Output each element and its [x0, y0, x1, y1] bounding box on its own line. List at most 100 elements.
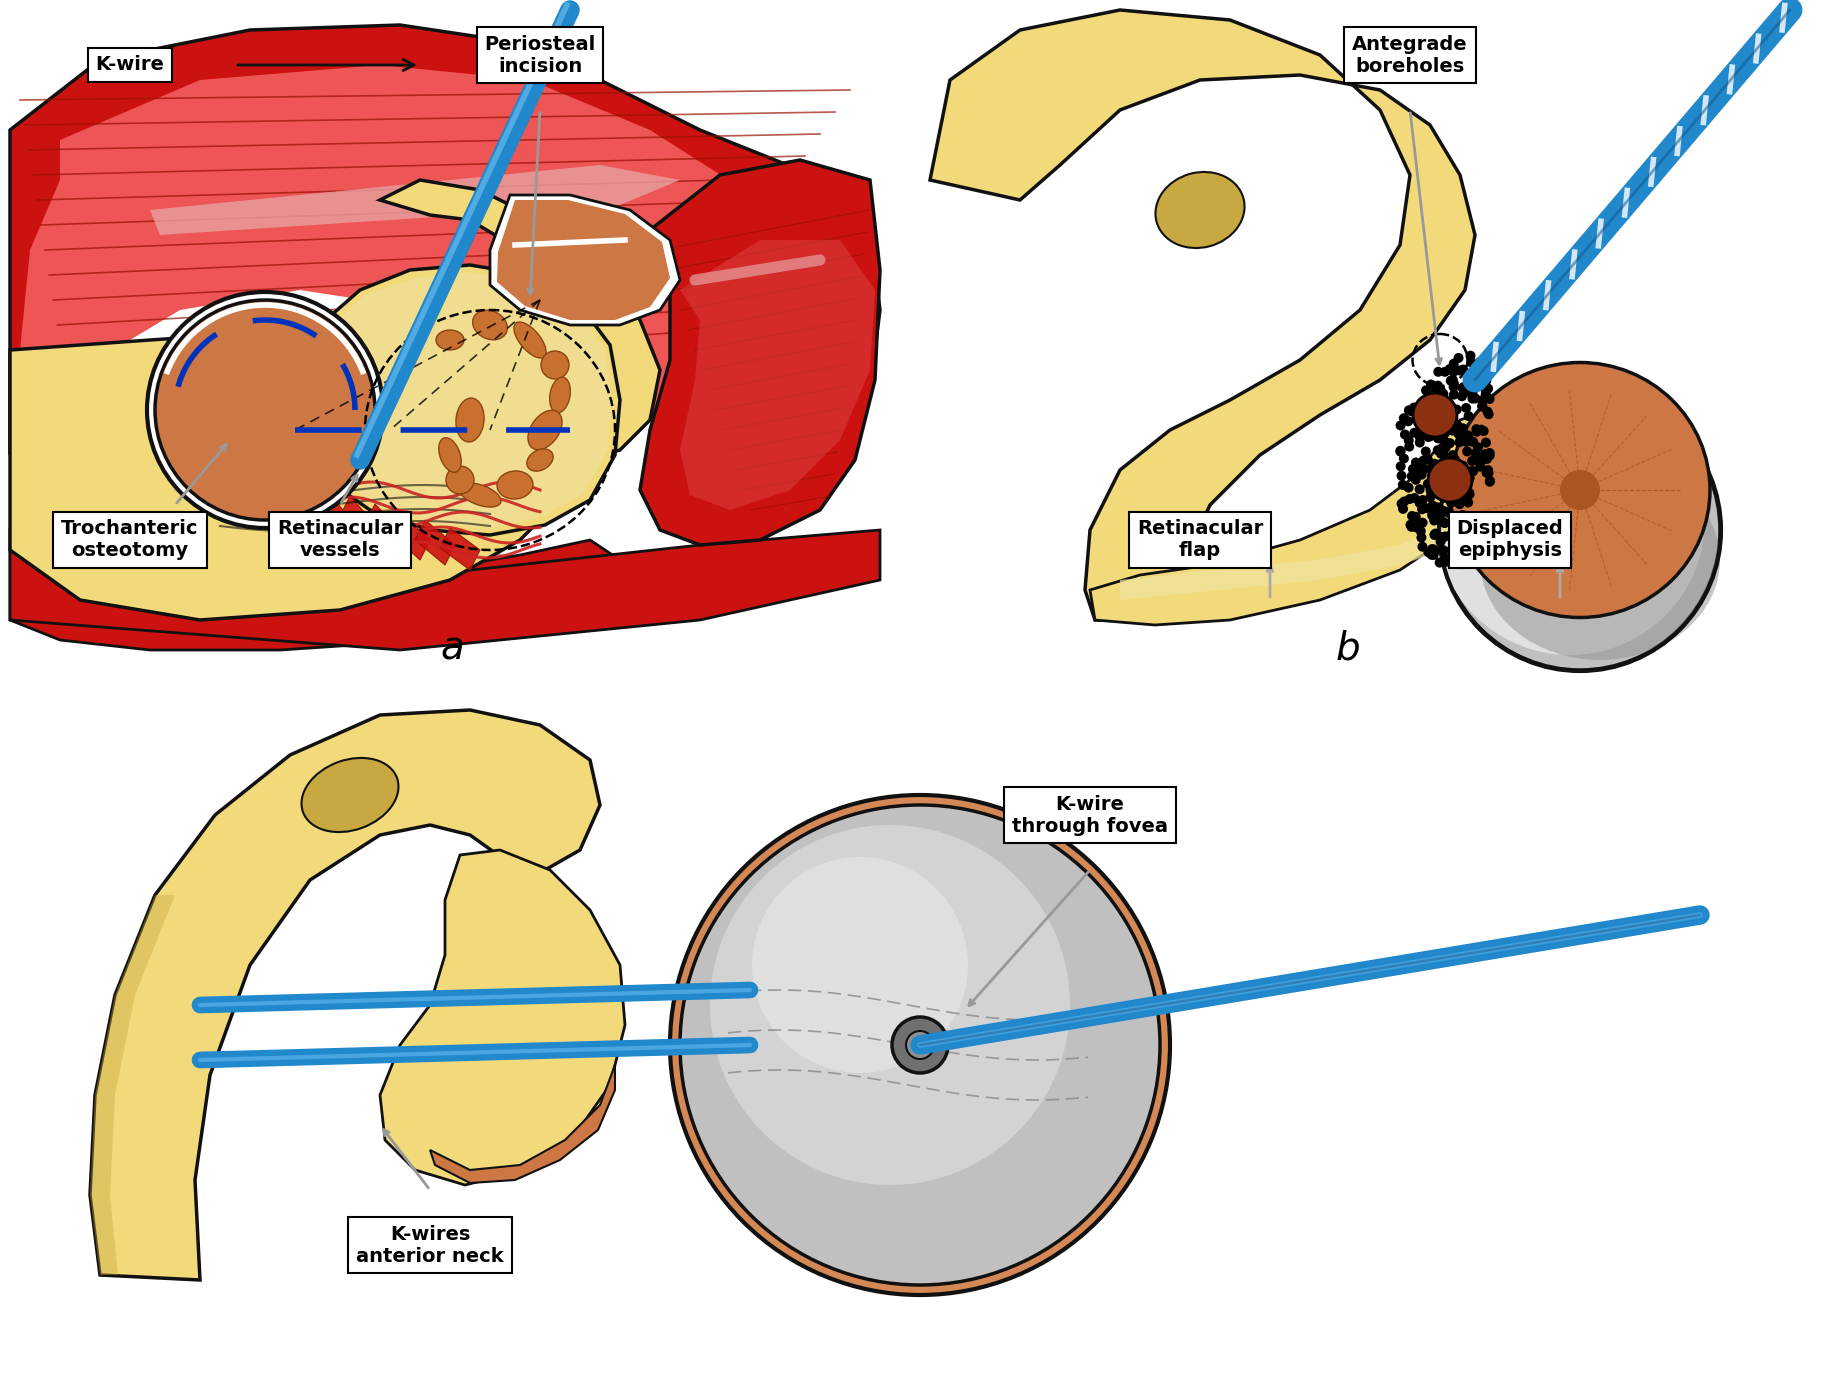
Ellipse shape — [550, 378, 570, 412]
Circle shape — [1434, 422, 1445, 431]
Ellipse shape — [541, 351, 569, 379]
Circle shape — [1449, 485, 1460, 495]
Circle shape — [1438, 461, 1447, 470]
Circle shape — [1453, 531, 1462, 541]
Circle shape — [1464, 411, 1473, 420]
Circle shape — [1480, 389, 1492, 398]
Text: K-wire
through fovea: K-wire through fovea — [1012, 794, 1169, 835]
Circle shape — [1440, 553, 1451, 563]
Ellipse shape — [497, 472, 533, 499]
Circle shape — [1440, 436, 1449, 445]
Circle shape — [1469, 384, 1479, 394]
Ellipse shape — [447, 466, 474, 494]
Text: Trochanteric
osteotomy: Trochanteric osteotomy — [61, 520, 199, 560]
Circle shape — [1416, 462, 1427, 472]
Circle shape — [1423, 548, 1432, 557]
Circle shape — [1397, 499, 1407, 509]
Circle shape — [1408, 402, 1420, 412]
Circle shape — [1444, 487, 1455, 496]
Ellipse shape — [1434, 384, 1706, 656]
Polygon shape — [641, 160, 881, 545]
Circle shape — [1431, 387, 1440, 397]
Text: a: a — [441, 629, 463, 667]
Circle shape — [1475, 358, 1484, 368]
Circle shape — [1444, 506, 1453, 516]
Circle shape — [1484, 539, 1493, 550]
Polygon shape — [380, 180, 661, 461]
Circle shape — [1416, 470, 1427, 480]
Circle shape — [1484, 477, 1495, 487]
Circle shape — [1396, 462, 1405, 472]
Circle shape — [1475, 526, 1484, 537]
Circle shape — [1449, 455, 1460, 465]
Circle shape — [1471, 516, 1480, 526]
Circle shape — [1477, 425, 1486, 434]
Circle shape — [1458, 469, 1468, 479]
Circle shape — [1410, 458, 1421, 467]
Circle shape — [1407, 521, 1416, 532]
Circle shape — [1468, 394, 1477, 404]
Circle shape — [1475, 462, 1486, 472]
Polygon shape — [150, 165, 679, 235]
Circle shape — [1427, 416, 1436, 427]
Circle shape — [1469, 454, 1480, 465]
Circle shape — [1432, 433, 1444, 444]
Circle shape — [1436, 532, 1445, 542]
Ellipse shape — [1156, 171, 1244, 248]
Circle shape — [1482, 360, 1492, 371]
Circle shape — [1477, 396, 1488, 405]
Circle shape — [1416, 411, 1425, 420]
Circle shape — [1484, 448, 1495, 458]
Circle shape — [1462, 495, 1471, 506]
Circle shape — [1434, 394, 1445, 404]
Ellipse shape — [1560, 470, 1600, 510]
Circle shape — [1421, 447, 1431, 456]
Circle shape — [1414, 437, 1425, 448]
Circle shape — [1425, 492, 1436, 502]
Circle shape — [1479, 426, 1488, 436]
Circle shape — [1477, 401, 1488, 411]
Circle shape — [1453, 420, 1462, 430]
Circle shape — [1396, 447, 1405, 456]
Circle shape — [1414, 466, 1423, 476]
Circle shape — [1479, 521, 1490, 531]
Ellipse shape — [679, 805, 1159, 1285]
Circle shape — [1403, 405, 1414, 415]
Circle shape — [1447, 449, 1458, 461]
Circle shape — [1480, 437, 1492, 448]
Circle shape — [1418, 517, 1427, 528]
Polygon shape — [9, 539, 620, 650]
Circle shape — [1458, 423, 1468, 433]
Circle shape — [1429, 459, 1440, 469]
Polygon shape — [366, 503, 404, 555]
Circle shape — [1414, 519, 1423, 528]
Ellipse shape — [751, 857, 967, 1073]
Circle shape — [1423, 427, 1434, 437]
Circle shape — [1458, 365, 1468, 375]
Circle shape — [1438, 389, 1449, 400]
Text: K-wires
anterior neck: K-wires anterior neck — [356, 1224, 504, 1265]
Circle shape — [1440, 451, 1449, 461]
Circle shape — [1451, 553, 1460, 563]
Circle shape — [1416, 433, 1425, 443]
Circle shape — [1432, 506, 1442, 516]
Text: K-wire: K-wire — [96, 55, 164, 75]
Circle shape — [1464, 474, 1473, 484]
Circle shape — [1464, 433, 1473, 443]
Circle shape — [1477, 521, 1486, 531]
Polygon shape — [295, 266, 620, 535]
Circle shape — [1421, 386, 1431, 396]
Circle shape — [1421, 503, 1431, 513]
Circle shape — [1464, 490, 1475, 499]
Circle shape — [1445, 498, 1456, 508]
Circle shape — [1434, 485, 1444, 495]
Polygon shape — [415, 520, 454, 566]
Polygon shape — [340, 496, 380, 550]
Circle shape — [1482, 465, 1493, 476]
Text: Retinacular
flap: Retinacular flap — [1137, 520, 1263, 560]
Circle shape — [1456, 391, 1468, 401]
Circle shape — [1436, 384, 1445, 396]
Circle shape — [1416, 526, 1425, 537]
Circle shape — [1471, 532, 1480, 542]
Circle shape — [1436, 537, 1445, 546]
